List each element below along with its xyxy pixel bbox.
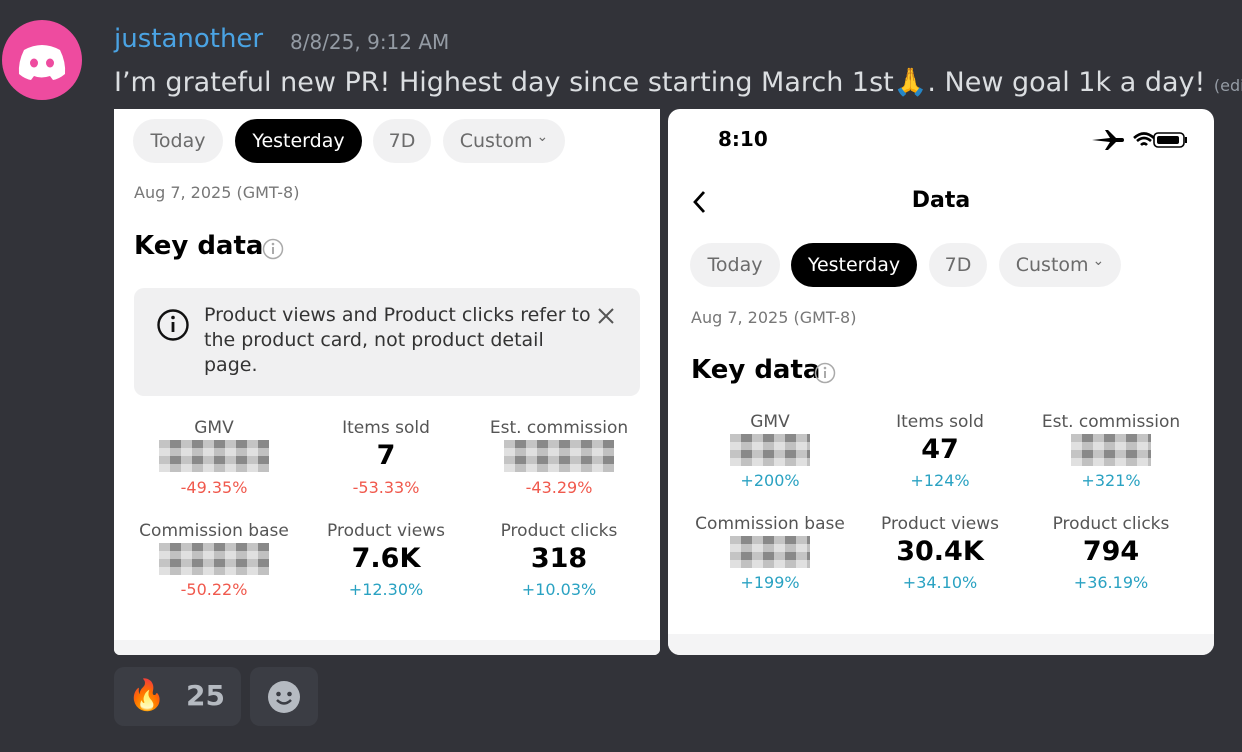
date-range-tab[interactable]: Yesterday [235, 119, 362, 163]
metric-change: -49.35% [180, 478, 248, 497]
date: Aug 7, 2025 (GMT-8) [134, 183, 300, 202]
metric-change: +321% [1081, 471, 1141, 490]
reaction[interactable]: 🔥 25 [114, 667, 241, 726]
username[interactable]: justanother [114, 24, 264, 54]
add-reaction[interactable] [250, 667, 318, 726]
notice-banner: Product views and Product clicks refer t… [134, 288, 640, 396]
avatar[interactable] [2, 20, 82, 100]
date-range-tab[interactable]: Yesterday [791, 243, 917, 287]
reaction-emoji: 🔥 [128, 678, 166, 713]
blurred-value [730, 434, 810, 466]
blurred-value [159, 543, 269, 575]
metric-change: -53.33% [352, 478, 420, 497]
metric-change: +36.19% [1073, 573, 1149, 592]
chevron: ⌄ [1092, 253, 1105, 269]
date-range-tab[interactable]: Custom ⌄ [999, 243, 1121, 287]
section-title: Key data [134, 231, 264, 261]
metric-change: +200% [740, 471, 800, 490]
smiley-icon [268, 681, 300, 713]
section-title: Key data [691, 355, 821, 385]
metric-value: 318 [530, 543, 588, 574]
metric-change: +124% [910, 471, 970, 490]
metric-value: 47 [921, 434, 959, 465]
metric-value: 794 [1082, 536, 1140, 567]
metric-label: Product clicks [500, 521, 618, 541]
notice-info-icon [157, 309, 189, 341]
metric-label: Commission base [139, 521, 289, 541]
screenshot-right[interactable]: 8:10 Data Today Yesterday 7D Custom ⌄ Aug 7, 20… [668, 109, 1214, 655]
metric-label: Commission base [695, 514, 845, 534]
metric-value: 7 [376, 440, 396, 471]
close-button [598, 308, 614, 324]
back-button [693, 191, 706, 213]
bottom-strip [114, 640, 660, 655]
blurred-value [504, 440, 614, 472]
metric-change: +199% [740, 573, 800, 592]
metric-label: GMV [750, 412, 790, 432]
status-icons [1092, 130, 1187, 150]
metric-change: +34.10% [902, 573, 978, 592]
metric-change: +12.30% [348, 580, 424, 599]
status-time: 8:10 [718, 127, 768, 151]
reaction-count: 25 [186, 679, 225, 712]
metric-value: 30.4K [896, 536, 984, 567]
screenshot-left[interactable]: Today Yesterday 7D Custom ⌄ Aug 7, 2025 (GMT-… [114, 109, 660, 655]
chevron: ⌄ [536, 129, 549, 145]
edited-tag: (edited) [1213, 76, 1242, 95]
metric-label: Est. commission [489, 418, 629, 438]
page-title: Data [911, 188, 971, 213]
metric-change: +10.03% [521, 580, 597, 599]
notice-text: Product views and Product clicks refer t… [204, 304, 591, 376]
date-range-tab[interactable]: Today [690, 243, 780, 287]
message-text: I’m grateful new PR! Highest day since s… [114, 66, 1242, 98]
metric-change: -50.22% [180, 580, 248, 599]
metric-label: Est. commission [1041, 412, 1181, 432]
info-icon [814, 362, 836, 384]
date-range-tab[interactable]: 7D [929, 243, 987, 287]
metric-label: Items sold [896, 412, 984, 432]
blurred-value [1071, 434, 1151, 466]
date-range-tab[interactable]: Today [133, 119, 223, 163]
text: I’m grateful new PR! Highest day since s… [114, 67, 1206, 98]
date: Aug 7, 2025 (GMT-8) [691, 308, 857, 327]
blurred-value [159, 440, 269, 472]
metric-change: -43.29% [525, 478, 593, 497]
bottom-strip [668, 634, 1214, 655]
timestamp: 8/8/25, 9:12 AM [290, 30, 450, 54]
blurred-value [730, 536, 810, 568]
metric-label: Product views [327, 521, 445, 541]
metric-label: Product clicks [1052, 514, 1170, 534]
metric-label: GMV [194, 418, 234, 438]
info-icon [262, 238, 284, 260]
metric-label: Items sold [342, 418, 430, 438]
metric-value: 7.6K [351, 543, 421, 574]
date-range-tab[interactable]: 7D [373, 119, 431, 163]
metric-label: Product views [881, 514, 999, 534]
date-range-tab[interactable]: Custom ⌄ [443, 119, 565, 163]
